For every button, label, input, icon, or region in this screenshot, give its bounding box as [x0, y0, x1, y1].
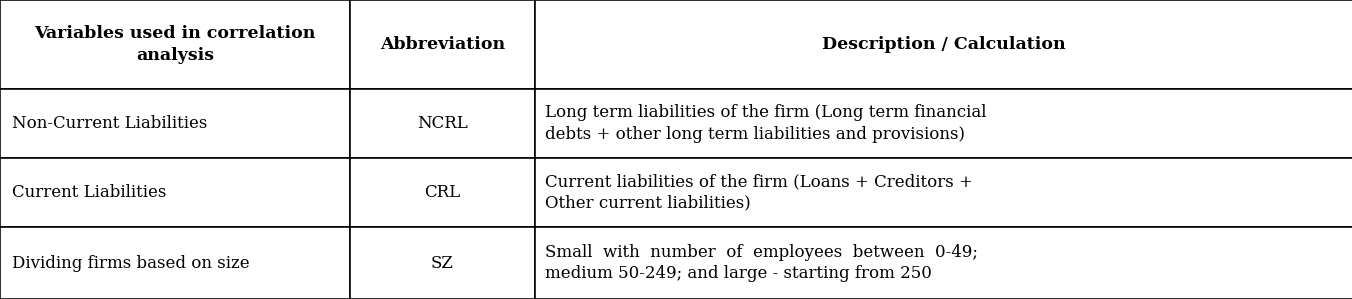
- Text: Non-Current Liabilities: Non-Current Liabilities: [12, 115, 207, 132]
- Text: Description / Calculation: Description / Calculation: [822, 36, 1065, 53]
- Text: Variables used in correlation
analysis: Variables used in correlation analysis: [34, 25, 315, 64]
- Bar: [350, 89, 534, 158]
- Bar: [534, 89, 1352, 158]
- Bar: [350, 227, 534, 299]
- Bar: [350, 0, 534, 89]
- Bar: [0, 89, 350, 158]
- Text: Dividing firms based on size: Dividing firms based on size: [12, 254, 250, 271]
- Text: Long term liabilities of the firm (Long term financial
debts + other long term l: Long term liabilities of the firm (Long …: [545, 104, 986, 143]
- Text: Small  with  number  of  employees  between  0-49;
medium 50-249; and large - st: Small with number of employees between 0…: [545, 244, 977, 282]
- Text: SZ: SZ: [431, 254, 454, 271]
- Bar: [534, 227, 1352, 299]
- Text: NCRL: NCRL: [416, 115, 468, 132]
- Bar: [534, 158, 1352, 227]
- Text: Current Liabilities: Current Liabilities: [12, 184, 166, 201]
- Text: Current liabilities of the firm (Loans + Creditors +
Other current liabilities): Current liabilities of the firm (Loans +…: [545, 173, 972, 212]
- Bar: [350, 158, 534, 227]
- Bar: [534, 0, 1352, 89]
- Bar: [0, 158, 350, 227]
- Bar: [0, 0, 350, 89]
- Bar: [0, 227, 350, 299]
- Text: CRL: CRL: [425, 184, 460, 201]
- Text: Abbreviation: Abbreviation: [380, 36, 504, 53]
